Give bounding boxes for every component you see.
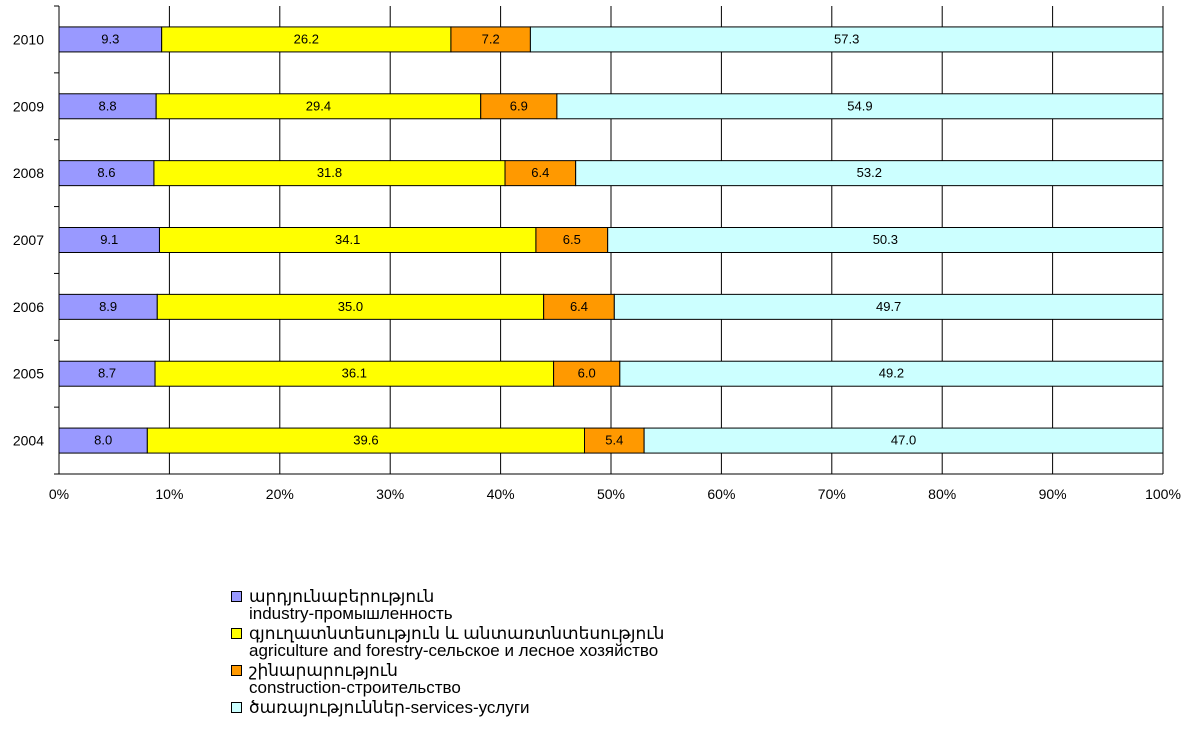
legend-label-armenian: գյուղատնտեսություն և անտառտնտեսություն [249,624,665,643]
legend-swatch-industry [231,591,242,602]
data-label: 35.0 [338,299,363,314]
data-label: 57.3 [834,31,859,46]
data-label: 9.1 [100,232,118,247]
bar-segment [450,26,531,53]
data-label: 6.4 [531,165,549,180]
category-label: 2005 [13,366,44,382]
legend-label-english-russian: industry-промышленность [249,604,453,623]
data-label: 29.4 [306,98,331,113]
x-tick-label: 70% [818,486,846,502]
data-label: 8.8 [99,98,117,113]
data-label: 47.0 [891,433,916,448]
bar-segment [154,360,555,387]
data-label: 6.4 [570,299,588,314]
bar-segment [575,160,1164,187]
legend-label-armenian: շինարարություն [249,661,398,680]
data-label: 9.3 [101,31,119,46]
data-label: 54.9 [847,98,872,113]
category-label: 2009 [13,98,44,114]
category-label: 2008 [13,165,44,181]
data-label: 34.1 [335,232,360,247]
legend-swatch-services [231,702,242,713]
bar-segment [58,160,155,187]
bar-segment [158,227,537,253]
x-tick-label: 40% [487,486,515,502]
bar-segment [155,93,482,120]
legend: արդյունաբերություն industry-промышленнос… [229,588,929,719]
bar-segment [535,227,609,253]
data-label: 8.6 [97,165,115,180]
category-label: 2007 [13,232,44,248]
data-label: 8.7 [98,366,116,381]
bar-segment [619,360,1164,387]
legend-label-english-russian: agriculture and forestry-сельское и лесн… [249,641,659,660]
data-label: 31.8 [317,165,342,180]
legend-item-industry: արդյունաբերություն industry-промышленнос… [229,588,929,622]
data-label: 6.9 [510,98,528,113]
x-tick-label: 80% [928,486,956,502]
data-label: 6.5 [563,232,581,247]
data-label: 8.0 [94,433,112,448]
legend-label-english-russian: construction-строительство [249,678,461,697]
data-label: 50.3 [873,232,898,247]
x-tick-label: 90% [1039,486,1067,502]
bar-segment [584,427,645,454]
x-tick-label: 60% [707,486,735,502]
stacked-bar-chart: 9.3 26.2 7.2 57.3 2010 8.8 29.4 6.9 54.9 2009 8.6 3… [13,5,1181,502]
category-label: 2006 [13,299,44,315]
bar-segment [58,93,157,120]
bar-segment [543,293,615,320]
data-label: 26.2 [294,31,319,46]
x-tick-label: 10% [155,486,183,502]
legend-swatch-construction [231,665,242,676]
bar-segment [643,427,1164,454]
data-label: 49.7 [876,299,901,314]
data-label: 8.9 [99,299,117,314]
bar-segment [58,227,160,253]
legend-label-services: ծառայություններ-services-услуги [249,698,530,717]
bar-segment [607,227,1164,253]
legend-item-agriculture: գյուղատնտեսություն և անտառտնտեսություն a… [229,625,929,659]
data-label: 49.2 [879,366,904,381]
legend-item-construction: շինարարություն construction-строительств… [229,662,929,696]
data-label: 39.6 [353,433,378,448]
bar-segment [58,427,148,454]
x-tick-label: 100% [1145,486,1181,502]
x-tick-label: 20% [266,486,294,502]
legend-label-armenian: արդյունաբերություն [249,587,435,606]
bar-segment [58,293,158,320]
data-label: 7.2 [482,31,500,46]
data-label: 36.1 [342,366,367,381]
bar-segment [58,360,156,387]
category-label: 2004 [13,433,44,449]
bar-segment [153,160,506,187]
category-label: 2010 [13,31,44,47]
x-tick-label: 30% [376,486,404,502]
data-label: 5.4 [605,433,623,448]
bar-segment [504,160,577,187]
legend-item-services: ծառայություններ-services-услуги [229,699,929,716]
bar-segment [146,427,586,454]
bar-segment [613,293,1164,320]
x-tick-label: 50% [597,486,625,502]
data-label: 53.2 [857,165,882,180]
legend-swatch-agriculture [231,628,242,639]
bar-segment [556,93,1164,120]
data-label: 6.0 [578,366,596,381]
bar-segment [529,26,1164,53]
bar-segment [553,360,621,387]
x-tick-label: 0% [49,486,69,502]
